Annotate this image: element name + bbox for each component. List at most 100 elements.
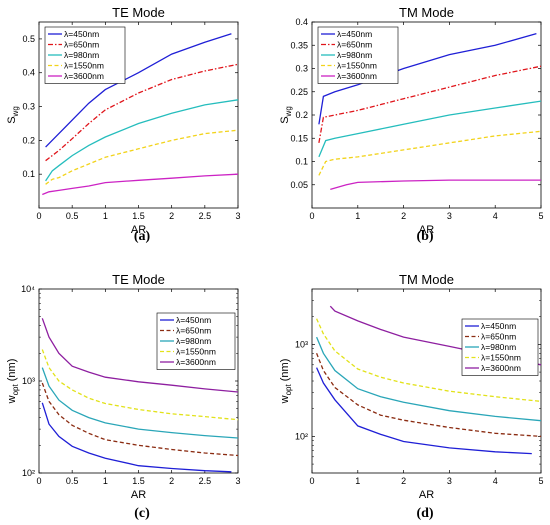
- y-tick-label: 0.1: [22, 169, 35, 179]
- x-axis-label: AR: [131, 224, 146, 236]
- legend-label: λ=650nm: [337, 40, 372, 50]
- x-tick-label: 2: [169, 211, 174, 221]
- x-tick-label: 1.5: [132, 211, 145, 221]
- legend-label: λ=650nm: [176, 326, 211, 336]
- y-tick-label: 10²: [22, 468, 35, 478]
- series-line: [41, 349, 239, 421]
- x-axis-label: AR: [131, 489, 146, 501]
- x-axis-label: AR: [419, 489, 434, 501]
- panel-caption: (a): [134, 229, 151, 244]
- x-tick-label: 4: [493, 211, 498, 221]
- y-tick-label: 0.5: [22, 34, 35, 44]
- x-tick-label: 4: [493, 476, 498, 486]
- x-tick-label: 5: [538, 211, 543, 221]
- y-axis-label-main: S: [6, 116, 18, 123]
- x-tick-label: 0.5: [66, 211, 79, 221]
- x-tick-label: 2.5: [199, 476, 212, 486]
- series-line: [45, 63, 239, 162]
- chart-b: TM Mode 0 1 2 3 4 5 0.05 0.1 0.15 0.2 0.25 0.3 0.35 0.…: [279, 5, 544, 244]
- y-axis-label-main: w: [279, 395, 291, 404]
- y-tick-label: 0.1: [295, 157, 308, 167]
- x-tick-label: 2: [401, 211, 406, 221]
- y-tick-label: 0.3: [295, 64, 308, 74]
- x-axis-label: AR: [419, 224, 434, 236]
- y-axis-label-unit: (nm): [279, 359, 291, 385]
- y-axis-label-sub: opt: [11, 384, 20, 396]
- y-tick-label: 0.2: [22, 135, 35, 145]
- chart-d: TM Mode 0 1 2 3 4 5 10² 10³ AR wopt (nm) λ=450nmλ=6…: [279, 272, 544, 521]
- series-line: [45, 99, 239, 182]
- y-axis-label-sub: wg: [284, 106, 293, 117]
- y-tick-label: 0.25: [290, 87, 308, 97]
- y-axis-label: Swg: [6, 106, 20, 124]
- x-tick-label: 1: [355, 476, 360, 486]
- y-axis-label-main: S: [279, 116, 291, 123]
- x-tick-label: 0: [36, 476, 41, 486]
- x-tick-label: 0: [36, 211, 41, 221]
- series-line: [318, 100, 542, 158]
- y-tick-label: 0.4: [22, 68, 35, 78]
- legend-label: λ=980nm: [176, 336, 211, 346]
- x-tick-label: 3: [447, 211, 452, 221]
- panel-caption: (b): [416, 229, 433, 244]
- legend-label: λ=3600nm: [176, 357, 216, 367]
- y-tick-label: 0.3: [22, 102, 35, 112]
- legend-label: λ=450nm: [64, 29, 99, 39]
- chart-c: TE Mode 0 0.5 1 1.5 2 2.5 3 10² 10³ 10⁴ AR wopt (nm)…: [6, 272, 241, 521]
- legend-label: λ=450nm: [337, 29, 372, 39]
- series-line: [41, 367, 239, 439]
- x-tick-label: 1.5: [132, 476, 145, 486]
- legend-label: λ=450nm: [481, 321, 516, 331]
- y-tick-label: 10³: [22, 376, 35, 386]
- x-tick-label: 0.5: [66, 476, 79, 486]
- legend-label: λ=1550nm: [337, 61, 377, 71]
- y-axis-label: wopt (nm): [6, 359, 20, 405]
- x-tick-label: 3: [447, 476, 452, 486]
- y-tick-label: 0.05: [290, 180, 308, 190]
- series-line: [316, 367, 532, 455]
- series-line: [318, 65, 542, 144]
- legend-label: λ=3600nm: [64, 71, 104, 81]
- x-tick-label: 5: [538, 476, 543, 486]
- legend-label: λ=450nm: [176, 315, 211, 325]
- y-tick-label: 10²: [295, 431, 308, 441]
- legend-label: λ=1550nm: [481, 353, 521, 363]
- series-line: [316, 318, 542, 403]
- x-tick-label: 2.5: [199, 211, 212, 221]
- panel-caption: (d): [416, 506, 433, 521]
- series-line: [315, 353, 542, 438]
- series-line: [41, 318, 239, 393]
- series-line: [45, 129, 239, 185]
- legend-label: λ=980nm: [337, 50, 372, 60]
- panel-caption: (c): [134, 506, 150, 521]
- x-tick-label: 2: [169, 476, 174, 486]
- y-tick-label: 10³: [295, 339, 308, 349]
- y-tick-label: 10⁴: [21, 284, 35, 294]
- series-line: [45, 33, 232, 148]
- y-axis-label-main: w: [6, 395, 18, 404]
- y-axis-label: wopt (nm): [279, 359, 293, 405]
- chart-title: TM Mode: [399, 272, 454, 287]
- series-line: [316, 336, 542, 422]
- x-tick-label: 1: [103, 476, 108, 486]
- legend-label: λ=1550nm: [64, 61, 104, 71]
- x-tick-label: 0: [309, 476, 314, 486]
- series-line: [42, 173, 239, 196]
- legend-label: λ=980nm: [481, 342, 516, 352]
- legend-label: λ=650nm: [481, 332, 516, 342]
- series-line: [41, 382, 239, 457]
- legend-label: λ=3600nm: [481, 363, 521, 373]
- series-line: [41, 402, 232, 473]
- x-tick-label: 3: [235, 211, 240, 221]
- x-tick-label: 2: [401, 476, 406, 486]
- x-tick-label: 3: [235, 476, 240, 486]
- legend-label: λ=3600nm: [337, 71, 377, 81]
- series-line: [318, 130, 542, 176]
- y-tick-label: 0.15: [290, 133, 308, 143]
- chart-title: TE Mode: [112, 272, 165, 287]
- x-tick-label: 1: [355, 211, 360, 221]
- x-tick-label: 1: [103, 211, 108, 221]
